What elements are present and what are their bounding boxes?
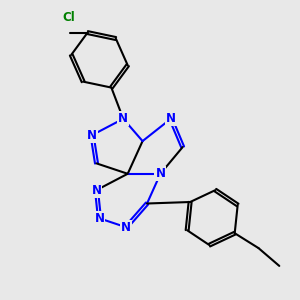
Text: N: N — [118, 112, 128, 125]
Text: N: N — [92, 184, 101, 196]
Text: N: N — [121, 221, 131, 234]
Text: N: N — [166, 112, 176, 125]
Text: N: N — [87, 129, 97, 142]
Text: N: N — [94, 212, 104, 225]
Text: Cl: Cl — [62, 11, 75, 24]
Text: N: N — [155, 167, 165, 180]
